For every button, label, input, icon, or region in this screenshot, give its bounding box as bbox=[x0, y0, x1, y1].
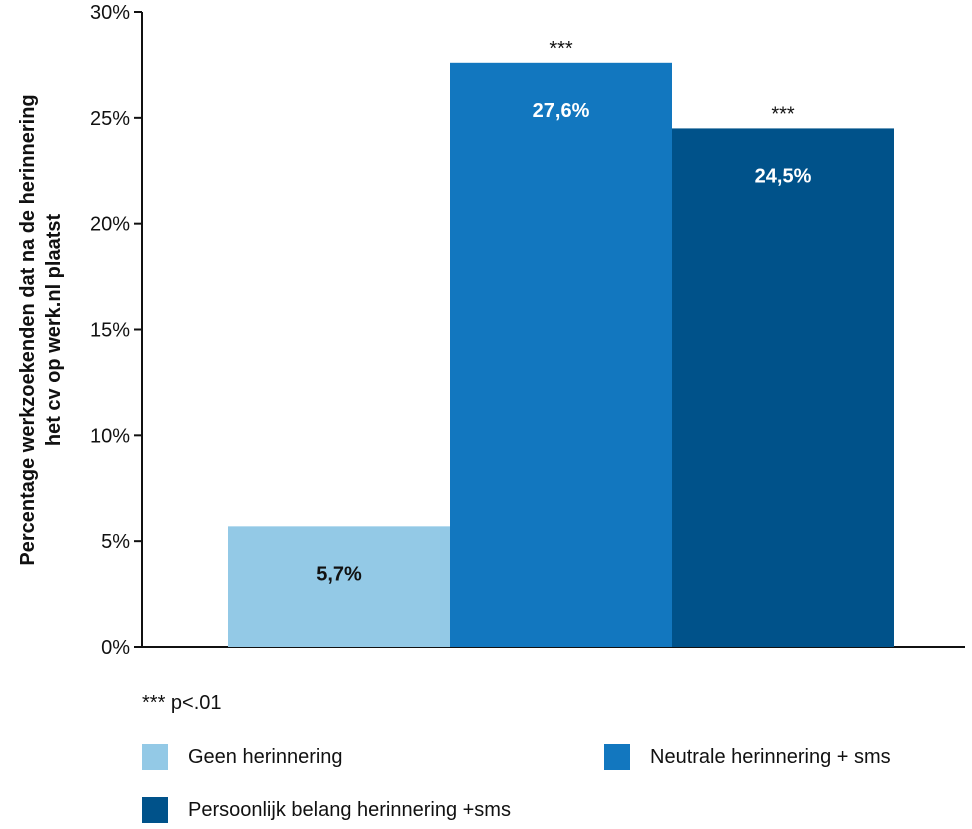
y-axis-title: Percentage werkzoekenden dat na de herin… bbox=[17, 94, 65, 565]
bar-value-label: 5,7% bbox=[316, 563, 362, 585]
legend-label: Geen herinnering bbox=[188, 745, 343, 768]
bar-value-label: 24,5% bbox=[755, 165, 812, 187]
legend-label: Persoonlijk belang herinnering +sms bbox=[188, 798, 511, 821]
legend-item-neutrale-herinnering: Neutrale herinnering + sms bbox=[604, 744, 891, 770]
y-tick-label: 30% bbox=[90, 2, 130, 24]
y-axis-title-text: Percentage werkzoekenden dat na de herin… bbox=[17, 94, 65, 565]
y-tick-label: 15% bbox=[90, 320, 130, 342]
y-axis-title-line: het cv op werk.nl plaatst bbox=[43, 214, 65, 447]
legend-item-persoonlijk-belang: Persoonlijk belang herinnering +sms bbox=[142, 797, 511, 823]
bar bbox=[228, 526, 450, 647]
significance-label: *** bbox=[771, 103, 795, 125]
bar bbox=[450, 62, 672, 648]
legend-swatch bbox=[142, 744, 168, 770]
legend-swatch bbox=[604, 744, 630, 770]
y-tick-label: 0% bbox=[101, 637, 130, 659]
y-axis-title-line: Percentage werkzoekenden dat na de herin… bbox=[17, 94, 39, 565]
significance-label: *** bbox=[549, 38, 573, 60]
legend-item-geen-herinnering: Geen herinnering bbox=[142, 744, 343, 770]
y-tick-label: 20% bbox=[90, 214, 130, 236]
y-tick-label: 10% bbox=[90, 425, 130, 447]
legend-label: Neutrale herinnering + sms bbox=[650, 745, 891, 768]
bar-chart: Percentage werkzoekenden dat na de herin… bbox=[17, 2, 965, 659]
bar bbox=[672, 128, 894, 647]
bar-value-label: 27,6% bbox=[533, 100, 590, 122]
bars: 5,7% 27,6% *** 24,5% *** bbox=[228, 38, 894, 648]
y-tick-label: 25% bbox=[90, 108, 130, 130]
legend-swatch bbox=[142, 797, 168, 823]
y-tick-label: 5% bbox=[101, 531, 130, 553]
significance-footnote: *** p<.01 bbox=[142, 692, 222, 714]
